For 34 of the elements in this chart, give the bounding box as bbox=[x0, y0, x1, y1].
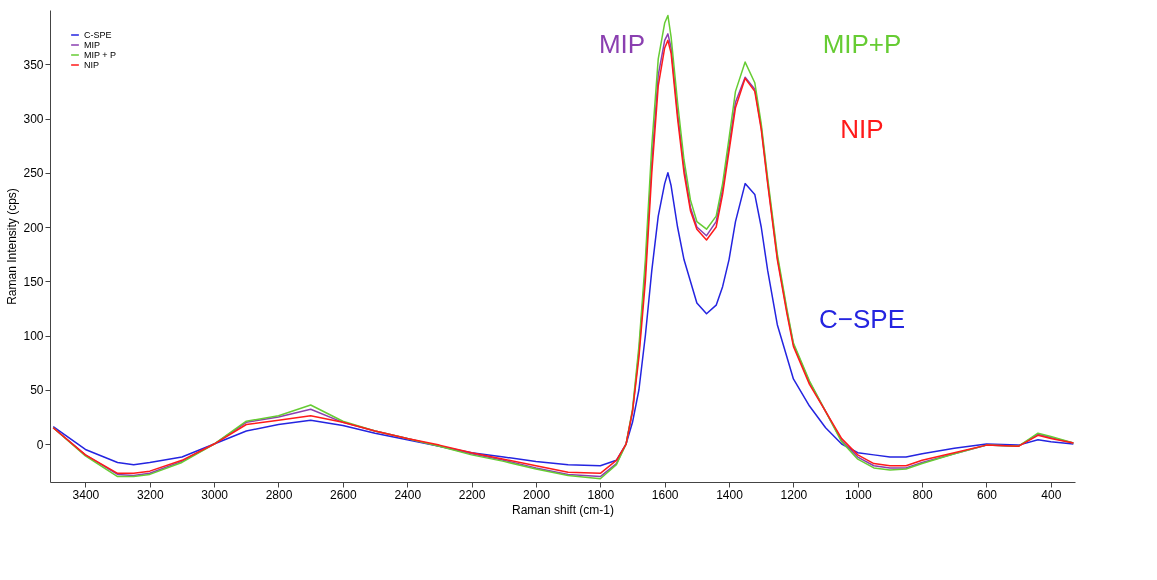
x-tick-label: 800 bbox=[912, 487, 933, 502]
legend-label: NIP bbox=[84, 60, 100, 70]
x-tick-label: 600 bbox=[976, 487, 998, 502]
y-tick-label: 300 bbox=[23, 112, 44, 127]
x-tick-label: 400 bbox=[1041, 487, 1062, 502]
x-tick-label: 1200 bbox=[780, 487, 808, 502]
x-tick-label: 2200 bbox=[458, 487, 486, 502]
y-axis-title: Raman Intensity (cps) bbox=[5, 188, 20, 305]
legend-label: MIP + P bbox=[84, 50, 117, 60]
x-tick-label: 3200 bbox=[136, 487, 164, 502]
x-tick-label: 2800 bbox=[265, 487, 293, 502]
x-tick-label: 2000 bbox=[523, 487, 551, 502]
legend-label: C-SPE bbox=[84, 30, 112, 40]
x-tick-label: 1400 bbox=[716, 487, 744, 502]
annotation: MIP+P bbox=[822, 29, 902, 59]
y-tick-label: 150 bbox=[23, 274, 44, 289]
x-tick-label: 3000 bbox=[201, 487, 229, 502]
legend-label: MIP bbox=[84, 40, 101, 50]
annotation: MIP bbox=[598, 29, 646, 59]
annotation: NIP bbox=[840, 114, 884, 144]
y-tick-label: 200 bbox=[23, 220, 44, 235]
x-tick-label: 1800 bbox=[587, 487, 615, 502]
x-tick-label: 2400 bbox=[394, 487, 422, 502]
x-tick-label: 1600 bbox=[651, 487, 679, 502]
annotation: C−SPE bbox=[819, 304, 905, 334]
x-tick-label: 3400 bbox=[72, 487, 100, 502]
y-tick-label: 250 bbox=[23, 166, 44, 181]
x-tick-label: 1000 bbox=[844, 487, 872, 502]
y-tick-label: 350 bbox=[23, 57, 44, 72]
y-tick-label: 100 bbox=[23, 329, 44, 344]
x-axis-title: Raman shift (cm-1) bbox=[511, 502, 615, 517]
y-tick-label: 0 bbox=[36, 437, 44, 452]
x-tick-label: 2600 bbox=[330, 487, 358, 502]
y-tick-label: 50 bbox=[30, 383, 44, 398]
